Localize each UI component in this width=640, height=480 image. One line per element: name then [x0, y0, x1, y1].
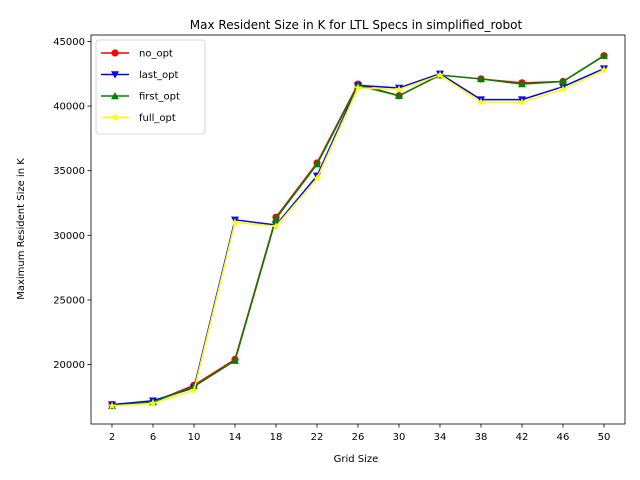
data-point — [518, 80, 526, 88]
data-point — [271, 221, 281, 230]
y-tick-label: 35000 — [53, 166, 85, 177]
y-tick-label: 30000 — [53, 231, 85, 242]
x-tick-label: 50 — [598, 432, 611, 443]
legend-entry: no_opt — [101, 49, 173, 60]
x-axis: 2 6 10 14 18 22 26 30 34 38 42 46 50 — [109, 424, 611, 443]
data-point — [107, 401, 117, 410]
data-point — [353, 83, 363, 92]
series-full_opt — [107, 65, 609, 410]
x-tick-label: 2 — [109, 432, 115, 443]
legend-marker — [111, 92, 119, 100]
x-tick-label: 14 — [229, 432, 242, 443]
x-tick-label: 6 — [150, 432, 156, 443]
data-point — [477, 74, 485, 83]
data-point — [230, 217, 240, 227]
series-layer — [107, 51, 609, 410]
data-point — [558, 84, 568, 93]
legend-marker — [110, 113, 120, 122]
x-tick-label: 18 — [270, 432, 283, 443]
legend-marker — [111, 49, 119, 57]
data-point — [559, 77, 567, 85]
x-tick-label: 22 — [311, 432, 324, 443]
x-axis-label: Grid Size — [334, 454, 379, 465]
y-tick-label: 40000 — [53, 102, 85, 113]
legend-entry: full_opt — [101, 113, 176, 124]
data-point — [231, 356, 239, 364]
y-tick-label: 45000 — [53, 37, 85, 48]
legend-label: last_opt — [139, 70, 179, 81]
data-point — [148, 398, 158, 407]
x-tick-label: 42 — [516, 432, 529, 443]
data-point — [189, 385, 199, 395]
data-point — [395, 91, 403, 99]
legend-label: full_opt — [139, 113, 176, 124]
y-axis-label: Maximum Resident Size in K — [16, 158, 27, 300]
chart-title: Max Resident Size in K for LTL Specs in … — [190, 18, 523, 32]
x-tick-label: 38 — [475, 432, 488, 443]
y-tick-label: 20000 — [53, 360, 85, 371]
data-point — [272, 214, 280, 222]
x-tick-label: 30 — [393, 432, 406, 443]
legend-entry: first_opt — [101, 92, 180, 103]
legend-label: first_opt — [139, 92, 180, 103]
legend: no_opt last_opt first_opt full_opt — [95, 39, 206, 135]
x-tick-label: 46 — [557, 432, 570, 443]
data-point — [394, 84, 404, 93]
legend-marker — [111, 71, 119, 79]
data-point — [435, 70, 445, 79]
y-axis: 20000 25000 30000 35000 40000 45000 — [53, 37, 91, 371]
data-point — [599, 65, 609, 74]
data-point — [600, 51, 608, 59]
x-tick-label: 26 — [352, 432, 365, 443]
y-tick-label: 25000 — [53, 295, 85, 306]
data-point — [313, 160, 321, 168]
legend-label: no_opt — [139, 49, 173, 60]
data-point — [476, 97, 486, 106]
x-tick-label: 34 — [434, 432, 447, 443]
x-tick-label: 10 — [188, 432, 201, 443]
legend-box — [95, 39, 206, 135]
legend-entry: last_opt — [101, 70, 179, 81]
data-point — [312, 173, 322, 183]
data-point — [517, 97, 527, 106]
